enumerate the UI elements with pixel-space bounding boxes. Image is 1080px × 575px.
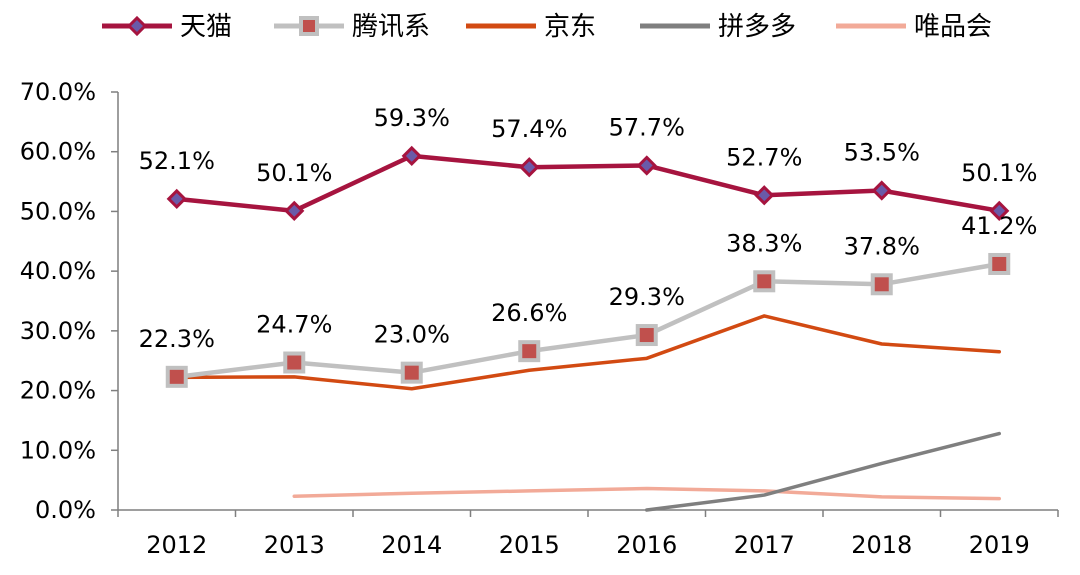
x-tick-label: 2013 — [264, 531, 325, 559]
series-line — [174, 261, 1002, 380]
data-point-diamond — [519, 157, 540, 178]
data-point-diamond — [284, 200, 305, 221]
data-label: 23.0% — [374, 321, 450, 349]
data-label: 59.3% — [374, 104, 450, 132]
series-layer — [165, 145, 1011, 512]
data-point-square — [988, 252, 1011, 275]
data-point-diamond — [401, 145, 422, 167]
data-label: 24.7% — [256, 311, 332, 339]
data-point-diamond — [166, 188, 187, 210]
series-4 — [292, 486, 1001, 501]
data-label: 22.3% — [139, 325, 215, 353]
legend-item-0: 天猫 — [102, 12, 232, 42]
data-point-square — [400, 361, 423, 384]
data-label: 50.1% — [961, 159, 1037, 187]
data-label: 52.7% — [726, 143, 802, 171]
data-point-diamond — [871, 180, 892, 201]
y-tick-label: 0.0% — [35, 496, 96, 524]
data-point-diamond — [754, 185, 775, 206]
x-tick-label: 2014 — [381, 531, 442, 559]
legend-label: 拼多多 — [718, 12, 796, 42]
data-label: 52.1% — [139, 147, 215, 175]
legend-label: 天猫 — [180, 12, 232, 42]
y-tick-label: 10.0% — [20, 436, 96, 464]
data-point-square — [870, 273, 893, 296]
data-label: 50.1% — [256, 159, 332, 187]
y-tick-label: 40.0% — [20, 257, 96, 285]
y-tick-label: 20.0% — [20, 377, 96, 405]
data-label: 38.3% — [726, 229, 802, 257]
legend-label: 唯品会 — [914, 12, 992, 42]
series-1 — [165, 252, 1011, 388]
data-label: 26.6% — [491, 299, 567, 327]
x-tick-label: 2012 — [146, 531, 207, 559]
x-tick-label: 2018 — [851, 531, 912, 559]
data-point-square — [165, 365, 188, 388]
data-point-square — [283, 351, 306, 374]
legend: 天猫 腾讯系 京东 拼多多 唯品会 — [102, 12, 992, 42]
x-tick-label: 2016 — [616, 531, 677, 559]
series-line — [292, 486, 1001, 501]
legend-item-1: 腾讯系 — [274, 12, 430, 42]
series-line — [174, 153, 1002, 214]
data-label: 53.5% — [844, 139, 920, 167]
data-labels-layer: 52.1% 50.1% 59.3% 57.4% 57.7% 52.7% 53.5% 50.1%… — [139, 104, 1038, 353]
data-label: 57.7% — [609, 113, 685, 141]
data-point-square — [635, 324, 658, 347]
data-point-diamond — [989, 200, 1010, 221]
legend-square-marker — [299, 16, 319, 36]
series-2 — [175, 314, 1001, 391]
chart-axes: 0.0% 10.0% 20.0% 30.0% 40.0% 50.0% 60.0% 70.0% 2… — [20, 78, 1059, 559]
data-point-square — [753, 270, 776, 293]
data-point-square — [518, 340, 541, 363]
legend-label: 京东 — [544, 12, 596, 42]
data-label: 57.4% — [491, 115, 567, 143]
series-line — [175, 314, 1001, 391]
x-tick-label: 2019 — [969, 531, 1030, 559]
y-tick-label: 60.0% — [20, 138, 96, 166]
legend-diamond-marker — [126, 15, 148, 37]
series-0 — [166, 145, 1010, 221]
y-tick-label: 70.0% — [20, 78, 96, 106]
series-3 — [645, 431, 1001, 512]
y-tick-label: 50.0% — [20, 197, 96, 225]
legend-item-3: 拼多多 — [640, 12, 796, 42]
legend-item-4: 唯品会 — [836, 12, 992, 42]
data-label: 41.2% — [961, 212, 1037, 240]
series-line — [645, 431, 1001, 512]
data-point-diamond — [636, 155, 657, 176]
data-label: 29.3% — [609, 283, 685, 311]
y-tick-label: 30.0% — [20, 317, 96, 345]
x-tick-label: 2015 — [499, 531, 560, 559]
data-label: 37.8% — [844, 232, 920, 260]
legend-item-2: 京东 — [466, 12, 596, 42]
legend-label: 腾讯系 — [352, 12, 430, 42]
x-tick-label: 2017 — [734, 531, 795, 559]
